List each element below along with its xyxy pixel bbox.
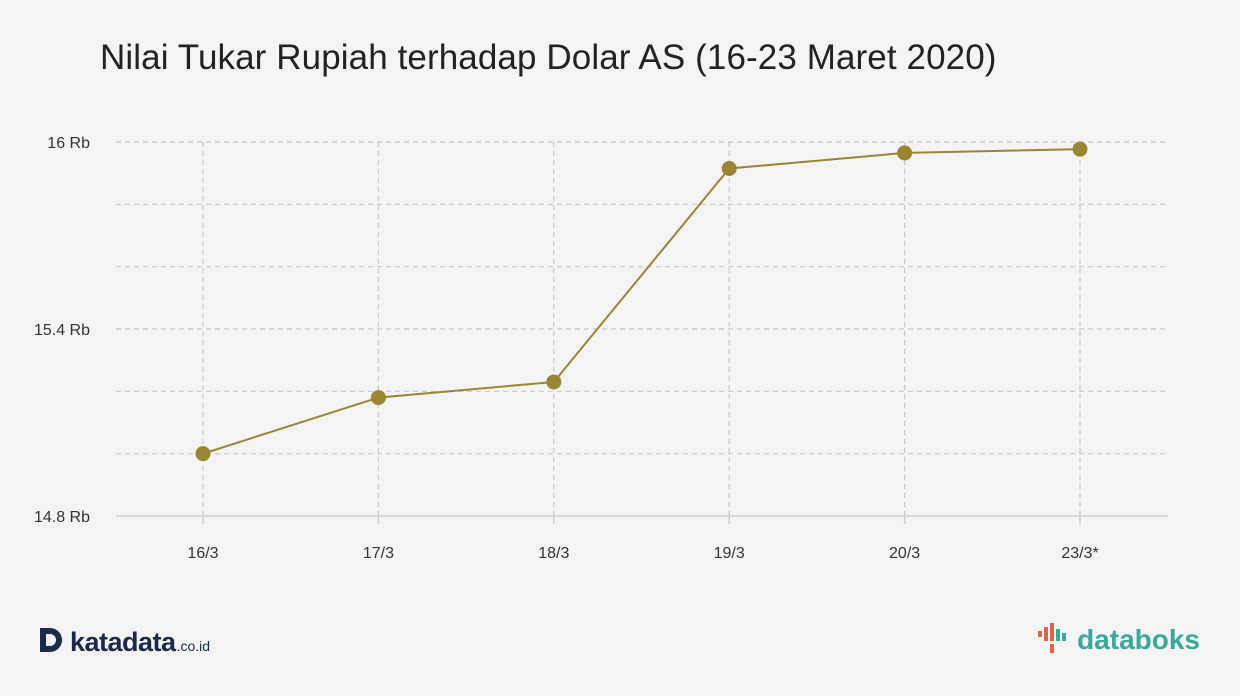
- data-point: [1072, 141, 1088, 157]
- katadata-logo-text: katadata: [70, 626, 176, 657]
- y-tick-label: 14.8 Rb: [34, 509, 90, 526]
- chart-title: Nilai Tukar Rupiah terhadap Dolar AS (16…: [100, 38, 997, 77]
- line-chart: 16/3 17/3 18/3 19/3 20/3 23/3* 16 Rb 15.4 Rb 14.…: [34, 135, 1168, 562]
- data-point: [897, 145, 913, 161]
- x-tick-label: 20/3: [889, 545, 920, 562]
- axis-layer: [116, 515, 1168, 524]
- data-point: [721, 160, 737, 176]
- series-line: [202, 148, 1081, 455]
- katadata-logo: katadata .co.id: [38, 625, 210, 659]
- databoks-logo: databoks: [1037, 622, 1200, 658]
- katadata-logo-suffix: .co.id: [176, 638, 211, 654]
- databoks-logo-text: databoks: [1077, 624, 1200, 655]
- series-layer: [195, 141, 1088, 462]
- x-tick-label: 23/3*: [1061, 545, 1098, 562]
- x-tick-label: 19/3: [714, 545, 745, 562]
- x-tick-label: 18/3: [538, 545, 569, 562]
- x-tick-label: 16/3: [187, 545, 218, 562]
- databoks-bars-icon: [1037, 621, 1071, 660]
- y-tick-label: 16 Rb: [47, 135, 90, 152]
- x-tick-label: 17/3: [363, 545, 394, 562]
- y-tick-label: 15.4 Rb: [34, 322, 90, 339]
- data-point: [370, 390, 386, 406]
- grid-layer: [116, 141, 1168, 516]
- katadata-d-icon: [38, 626, 64, 659]
- data-point: [546, 374, 562, 390]
- data-point: [195, 446, 211, 462]
- label-layer: 16/3 17/3 18/3 19/3 20/3 23/3* 16 Rb 15.4 Rb 14.…: [34, 135, 1099, 562]
